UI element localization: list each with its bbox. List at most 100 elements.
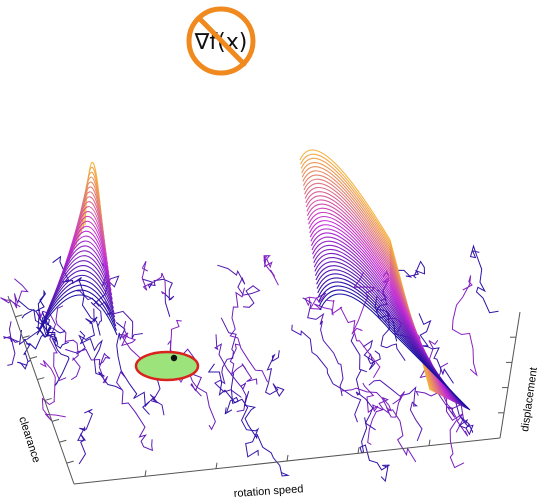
contour-line [310, 228, 453, 402]
rotation-speed-axis-label: rotation speed [233, 483, 303, 500]
contour-line [386, 391, 417, 463]
contour-line [43, 275, 116, 319]
contour-line [141, 260, 167, 296]
contour-line [116, 371, 154, 452]
contour-line [76, 308, 98, 355]
contour-line [47, 265, 114, 311]
contour-line [418, 313, 454, 384]
contour-line [314, 257, 461, 406]
contour-line [300, 157, 433, 392]
axis-tick [37, 377, 45, 381]
contour-line [311, 236, 455, 403]
contour-line [17, 329, 32, 370]
axis-tick [144, 470, 147, 477]
contour-line [306, 203, 446, 398]
contour-line [36, 294, 118, 336]
contour-line [312, 244, 457, 404]
contour-line [141, 278, 175, 317]
contour-line [263, 255, 279, 286]
contour-line [316, 273, 465, 408]
contour-line [304, 187, 441, 396]
contour-line [309, 224, 452, 401]
axis-tick [29, 356, 38, 360]
contour-line [326, 299, 381, 378]
contour-line [17, 299, 69, 349]
optimum-point [170, 354, 178, 362]
contour-line [304, 182, 440, 395]
optimum-region [134, 350, 200, 382]
axis-tick [428, 439, 431, 446]
contour-line [313, 252, 460, 405]
contour-line [302, 170, 437, 394]
contour-line [451, 275, 478, 377]
axis-tick [15, 314, 23, 318]
optimum-ellipse [136, 352, 198, 380]
contour-line [77, 408, 94, 465]
contour-line [65, 348, 111, 384]
contour-line [341, 387, 392, 415]
contour-line [301, 166, 436, 393]
contour-line [41, 279, 116, 324]
contour-line [207, 363, 239, 415]
contour-line [362, 339, 381, 371]
contour-line [316, 269, 464, 407]
contour-line [309, 220, 450, 400]
displacement-axis-line [499, 311, 521, 439]
contour-line [303, 178, 439, 395]
contour-line [26, 289, 46, 350]
displacement-axis-label: displacement [519, 367, 540, 433]
axis-tick [357, 447, 360, 454]
contour-line [115, 321, 151, 415]
optimum-ellipse-outline [134, 350, 200, 382]
contour-line [305, 195, 444, 397]
contour-line [52, 255, 101, 336]
axis-tick [59, 439, 67, 443]
contour-line [318, 285, 469, 410]
contour-line [214, 334, 247, 412]
axis-tick [44, 397, 52, 401]
contour-line [291, 324, 362, 423]
contour-line [300, 153, 432, 391]
badge-strike-line [196, 15, 247, 67]
contour-line [38, 289, 117, 332]
clearance-axis-line [7, 295, 75, 485]
axis-tick [51, 418, 60, 422]
contour-line [299, 149, 431, 391]
contour-line [39, 360, 66, 421]
contour-line [0, 278, 29, 309]
contour-line [312, 240, 456, 403]
contour-line [302, 297, 344, 397]
contour-line [310, 232, 454, 402]
contour-line [229, 343, 258, 385]
contour-line [302, 174, 438, 394]
contour-line [21, 308, 52, 334]
clearance-axis-label: clearance [16, 415, 42, 464]
contour-line [317, 277, 466, 409]
contour-line [3, 321, 20, 366]
contour-line [217, 264, 261, 308]
contour-line [306, 199, 445, 398]
contour-lines [0, 149, 499, 483]
contour-line [26, 329, 70, 387]
contour-line [304, 292, 334, 316]
contour-line [319, 293, 471, 411]
contour-line [229, 287, 269, 383]
axis-tick [66, 460, 74, 464]
contour-line [368, 379, 423, 442]
contour-line [469, 244, 499, 314]
contour-line [40, 284, 117, 328]
contour-line [45, 270, 115, 315]
contour-line [317, 281, 467, 409]
contour-line [318, 289, 470, 410]
contour-line [314, 261, 462, 406]
no-gradient-badge: ∇f(x) [186, 6, 256, 76]
axis-tick [22, 335, 30, 339]
axis-tick [286, 454, 289, 462]
contour-line [308, 211, 448, 399]
contour-line [301, 162, 434, 392]
contour-line [305, 191, 442, 396]
contour-line [359, 417, 390, 483]
contour-line [455, 401, 474, 436]
contour-line [313, 248, 458, 405]
